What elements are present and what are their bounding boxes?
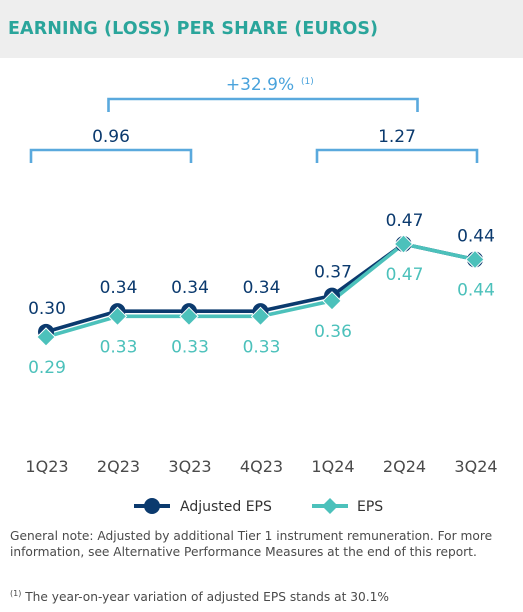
x-tick-label: 1Q23 [25,457,68,476]
adjusted-eps-label: 0.34 [243,278,281,298]
bracket-label-2: +32.9% [226,75,294,95]
eps-label: 0.33 [100,337,138,357]
x-tick-label: 2Q23 [97,457,140,476]
eps-point [107,306,128,327]
bracket-1 [315,148,479,163]
eps-label: 0.33 [243,337,281,357]
x-tick-label: 1Q24 [311,457,354,476]
legend-adjusted-eps-label: Adjusted EPS [180,499,272,515]
eps-label: 0.44 [457,281,495,301]
eps-point [393,234,414,254]
footnote-text: The year-on-year variation of adjusted E… [21,590,389,605]
eps-point [179,306,199,327]
eps-label: 0.29 [28,358,66,378]
legend-eps-marker [322,498,338,514]
eps-label: 0.33 [171,337,209,357]
eps-point [322,291,342,311]
footnote: (1) The year-on-year variation of adjust… [10,589,515,604]
eps-point [36,327,56,347]
bracket-label-1: 1.27 [378,127,416,147]
footnote-mark: (1) [10,589,22,598]
bracket-label-0: 0.96 [92,127,130,147]
general-note: General note: Adjusted by additional Tie… [10,529,493,559]
adjusted-eps-label: 0.47 [386,211,424,231]
x-tick-label: 2Q24 [383,457,426,476]
bracket-0 [29,148,193,163]
adjusted-eps-label: 0.30 [28,299,66,319]
x-tick-label: 3Q23 [168,457,211,476]
legend-adjusted-eps-marker [144,498,160,514]
adjusted-eps-label: 0.34 [171,278,209,298]
eps-point [465,249,485,270]
title-bar: EARNING (LOSS) PER SHARE (EUROS) [0,0,523,58]
bracket-2 [107,97,419,112]
legend-eps-label: EPS [357,499,383,515]
eps-point [250,306,271,327]
chart-title: EARNING (LOSS) PER SHARE (EUROS) [8,19,379,39]
adjusted-eps-label: 0.44 [457,227,495,247]
adjusted-eps-label: 0.34 [100,278,138,298]
bracket-sup-2: (1) [301,77,314,87]
eps-label: 0.47 [386,265,424,285]
eps-label: 0.36 [314,322,352,342]
x-tick-label: 3Q24 [454,457,497,476]
x-tick-label: 4Q23 [240,457,283,476]
adjusted-eps-label: 0.37 [314,263,352,283]
eps-line-chart: 0.96 1.27 +32.9% (1) 0.30 0.34 0.34 0.34 0.37 0.4… [25,75,497,515]
